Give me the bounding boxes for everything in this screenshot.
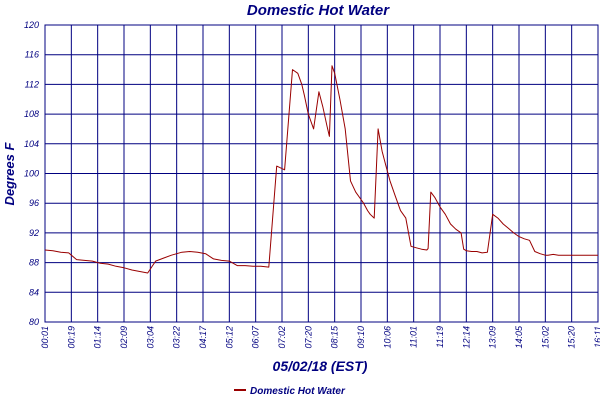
x-tick-label: 04:17	[198, 325, 208, 349]
x-tick-label: 13:09	[488, 326, 498, 349]
y-tick-label: 92	[29, 228, 39, 238]
x-tick-label: 11:01	[409, 326, 419, 348]
x-tick-label: 03:04	[145, 326, 155, 349]
y-tick-label: 116	[25, 50, 39, 60]
legend-label: Domestic Hot Water	[250, 386, 346, 397]
x-tick-label: 01:14	[93, 326, 103, 349]
y-tick-label: 104	[24, 139, 39, 149]
x-tick-label: 00:01	[40, 326, 50, 349]
x-tick-label: 06:07	[251, 325, 261, 349]
y-tick-label: 88	[29, 258, 39, 268]
x-axis-label: 05/02/18 (EST)	[273, 358, 368, 374]
series-line	[44, 65, 598, 274]
x-tick-label: 05:12	[224, 326, 234, 349]
chart-title: Domestic Hot Water	[247, 2, 390, 19]
y-tick-label: 96	[29, 198, 39, 208]
y-tick-label: 80	[29, 317, 39, 327]
x-tick-label: 11:19	[435, 326, 445, 348]
y-tick-label: 112	[25, 79, 39, 89]
series-group	[44, 65, 598, 274]
x-tick-label: 12:14	[461, 326, 471, 349]
x-tick-label: 08:15	[330, 325, 340, 349]
x-tick-label: 15:20	[567, 326, 577, 349]
x-tick-label: 16:11	[593, 326, 600, 348]
x-tick-label: 07:02	[277, 326, 287, 349]
x-tick-label: 14:05	[514, 325, 524, 349]
x-tick-label: 00:19	[66, 326, 76, 349]
y-tick-label: 120	[24, 20, 39, 30]
x-tick-label: 07:20	[303, 326, 313, 349]
x-tick-label: 10:06	[382, 326, 392, 349]
x-tick-label: 03:22	[172, 326, 182, 349]
x-tick-label: 02:09	[119, 326, 129, 349]
y-tick-label: 108	[24, 109, 39, 119]
y-tick-label: 100	[24, 169, 39, 179]
legend: Domestic Hot Water	[234, 386, 346, 397]
y-tick-label: 84	[29, 287, 39, 297]
y-tick-labels: 80 84 88 92 96 100 104 108 112 116 120	[24, 20, 39, 327]
gridlines	[44, 24, 599, 323]
y-axis-label: Degrees F	[2, 142, 17, 206]
x-tick-labels: 00:01 00:19 01:14 02:09 03:04 03:22 04:17 05:12…	[40, 325, 600, 349]
x-tick-label: 09:10	[356, 326, 366, 349]
x-tick-label: 15:02	[540, 326, 550, 349]
